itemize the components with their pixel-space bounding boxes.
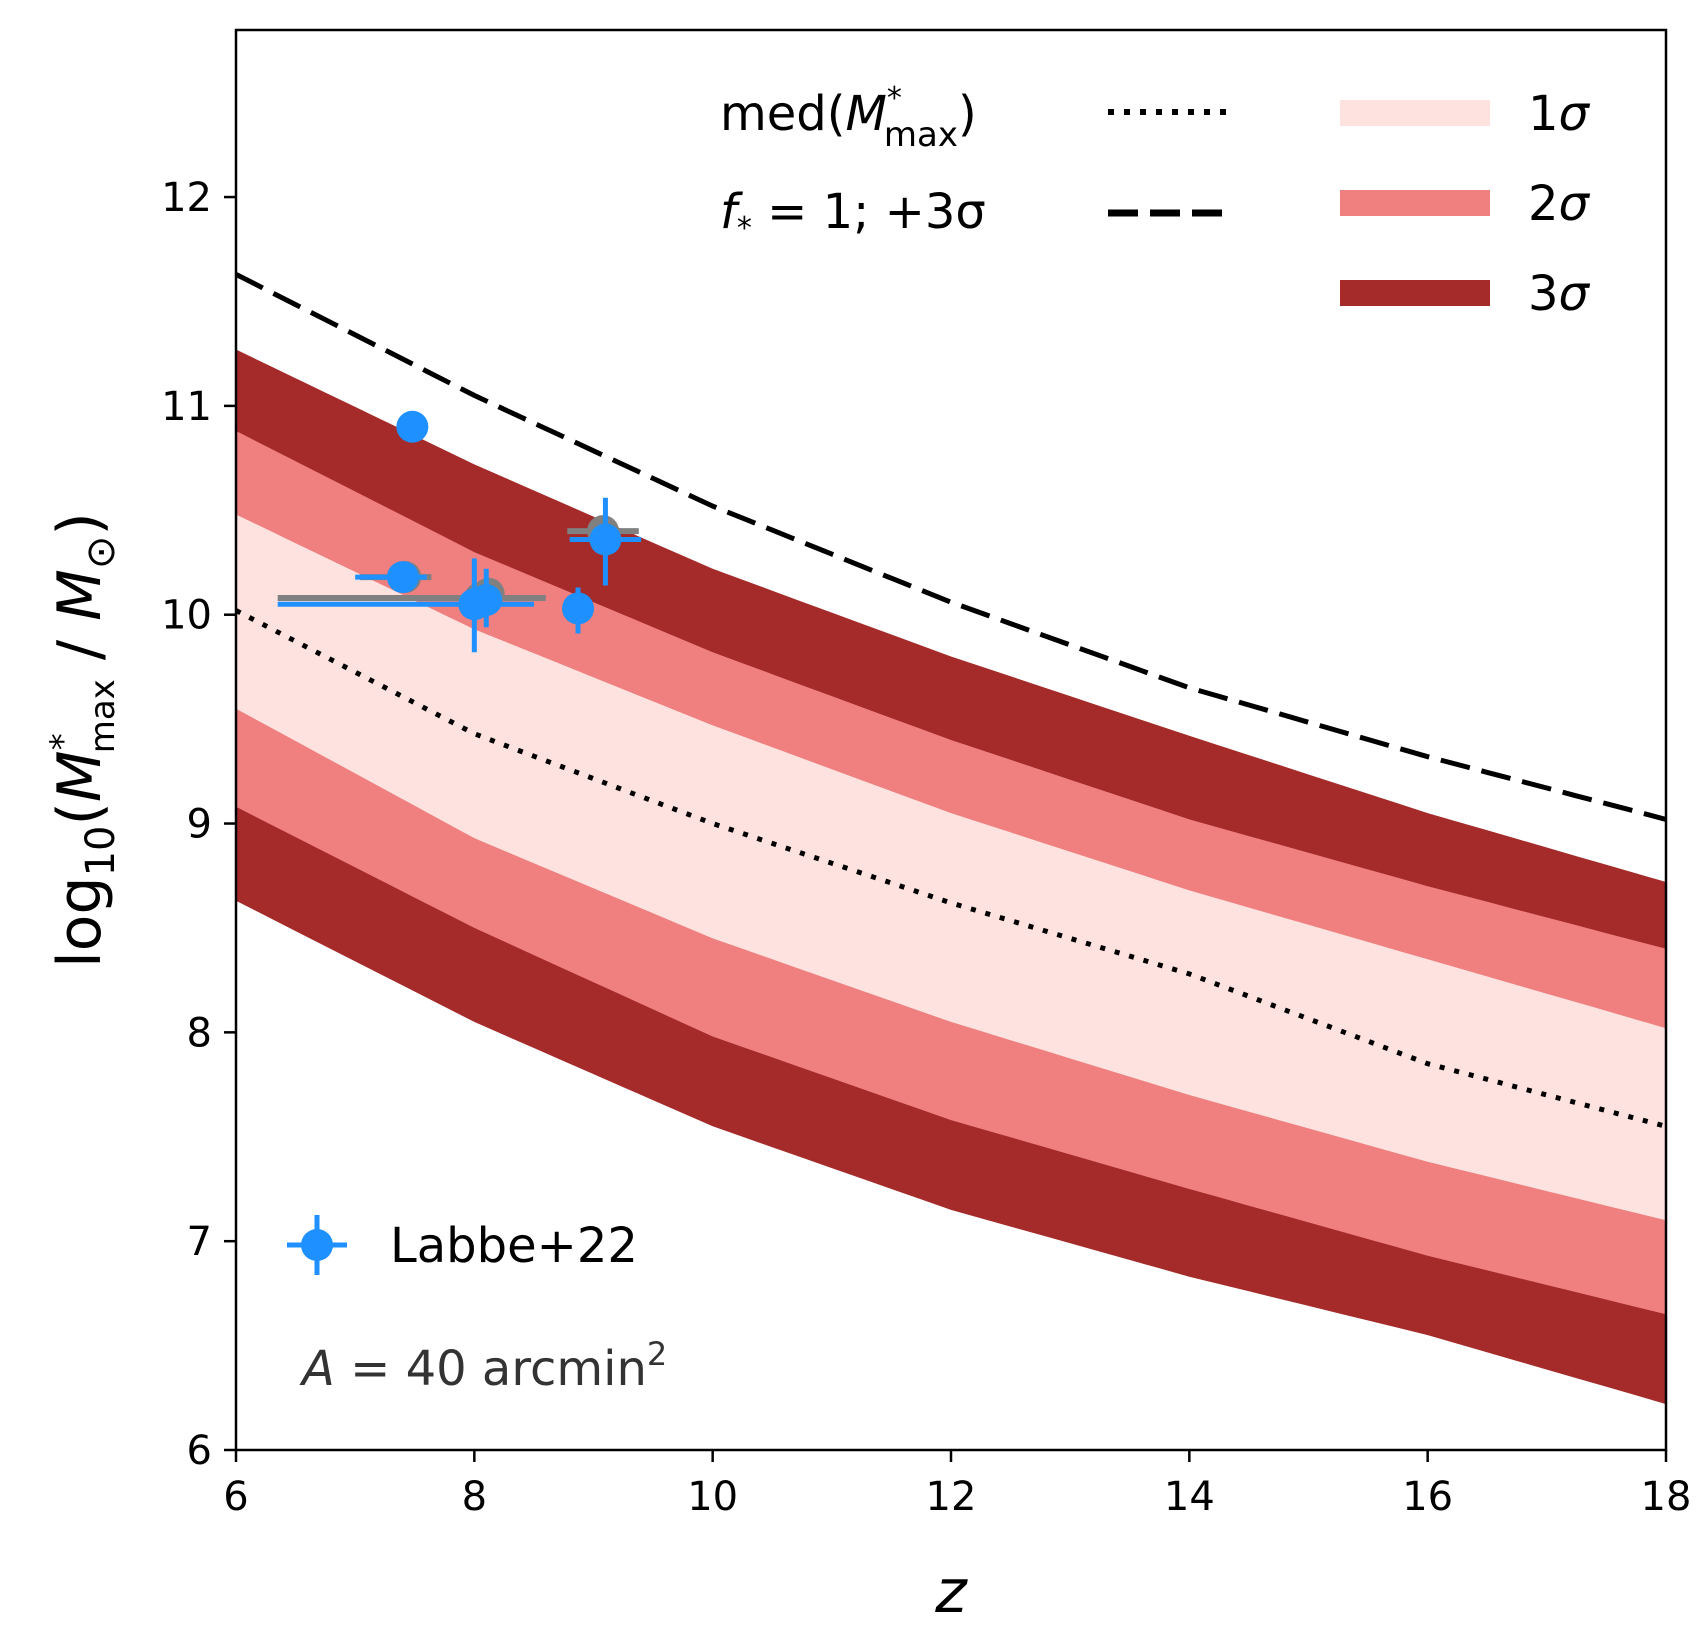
x-tick-label: 6 [223, 1474, 248, 1520]
data-marker [386, 561, 419, 594]
x-tick-label: 14 [1164, 1474, 1215, 1520]
y-axis-label: log10(M*max / M⊙) [43, 512, 124, 968]
legend-data-marker [301, 1229, 333, 1261]
y-tick-label: 11 [161, 384, 212, 430]
band-1sigma [236, 514, 1666, 1221]
data-marker [589, 523, 622, 556]
data-point-0 [396, 410, 429, 443]
x-tick-label: 18 [1641, 1474, 1692, 1520]
legend-1sigma-label: 1σ [1528, 86, 1591, 142]
area-annotation: A = 40 arcmin2 [299, 1335, 667, 1397]
legend-data-label: Labbe+22 [390, 1218, 638, 1274]
data-marker [562, 592, 595, 625]
y-tick-label: 10 [161, 593, 212, 639]
y-tick-label: 7 [187, 1219, 212, 1265]
legend-3sigma-swatch [1340, 280, 1490, 306]
legend-2sigma-label: 2σ [1528, 176, 1591, 232]
data-point-4 [562, 587, 595, 634]
legend-3sigma-label: 3σ [1528, 266, 1591, 322]
lines-layer [236, 272, 1666, 1129]
y-tick-label: 6 [187, 1428, 212, 1474]
y-tick-label: 9 [187, 802, 212, 848]
x-axis-label: z [934, 1557, 968, 1627]
bands-layer [236, 349, 1666, 1405]
x-tick-label: 16 [1402, 1474, 1453, 1520]
legend-median-label: med(M* max) [720, 81, 977, 155]
median-dotted-line [236, 608, 1666, 1129]
data-point-3 [470, 568, 503, 628]
data-points-layer [277, 410, 642, 653]
legend: med(M* max) f* = 1; +3σ 1σ 2σ 3σ Labbe+22 [287, 81, 1591, 1275]
data-marker [470, 584, 503, 617]
ticks-layer: 6 8 10 12 14 16 18 6 7 8 9 10 11 12 [161, 175, 1691, 1520]
y-tick-label: 12 [161, 175, 212, 221]
fstar-dashed-line [236, 272, 1666, 822]
x-tick-label: 12 [926, 1474, 977, 1520]
x-tick-label: 8 [462, 1474, 487, 1520]
data-point-5 [569, 497, 642, 586]
data-marker [396, 410, 429, 443]
legend-1sigma-swatch [1340, 100, 1490, 126]
y-tick-label: 8 [187, 1010, 212, 1056]
data-point-1 [355, 561, 427, 594]
x-tick-label: 10 [687, 1474, 738, 1520]
axis-labels: z log10(M*max / M⊙) A = 40 arcmin2 [43, 512, 968, 1627]
legend-fstar-label: f* = 1; +3σ [720, 184, 986, 246]
legend-2sigma-swatch [1340, 190, 1490, 216]
